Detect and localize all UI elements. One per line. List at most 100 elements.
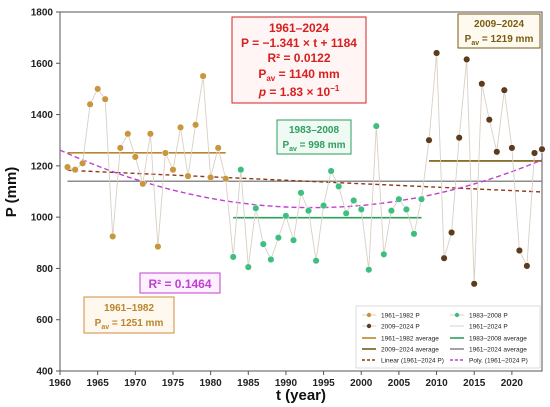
point-1961-1982 [116,144,124,152]
point-1961-1982 [161,149,169,157]
point-1983-2008 [335,182,343,190]
stats-overall-r2: R² = 0.0122 [267,51,330,65]
stats-box-overall: 1961–2024 P = −1.341 × t + 1184 R² = 0.0… [231,16,367,104]
point-1983-2008 [267,255,275,264]
average-lines [67,151,542,219]
point-1983-2008 [244,263,252,271]
legend-label-avg1: 1961–1982 average [381,336,439,343]
stats-1983-pav-sub: av [289,146,297,153]
point-1983-2008 [327,167,335,175]
point-1961-1982 [199,72,207,80]
point-1961-1982 [139,180,147,188]
stats-1961-pav-value: = 1251 mm [109,318,163,329]
legend: 1961–1982 P 1983–2008 P 2009–2024 P 1961… [355,305,541,369]
plot-frame [59,11,543,372]
point-2009-2024 [500,86,508,94]
point-1961-1982 [131,153,139,161]
point-1961-1982 [94,85,102,93]
point-1983-2008 [259,240,267,248]
x-tick-label: 2020 [501,378,524,389]
x-tick-label: 1985 [237,378,260,389]
legend-frame [355,305,541,369]
point-1983-2008 [229,253,237,261]
stats-1961-pav-symbol: P [95,318,102,329]
x-tick-label: 1970 [124,378,147,389]
point-1983-2008 [342,209,350,217]
x-tick-label: 2015 [463,378,486,389]
point-1961-1982 [124,130,132,138]
point-1961-1982 [146,130,154,138]
point-1983-2008 [365,266,373,274]
poly-r2-text: R² = 0.1464 [148,277,211,291]
point-2009-2024 [440,254,448,262]
legend-label-p3: 1983–2008 P [469,313,508,320]
point-1983-2008 [402,205,410,213]
stats-box-1983-frame [276,119,352,155]
stats-overall-p: p = 1.83 × 10−1 [258,84,340,99]
legend-item-avg3: 1983–2008 average [450,336,527,343]
x-tick-label: 1995 [312,378,335,389]
legend-label-linear: Linear (1961–2024 P) [381,358,444,365]
x-tick-label: 1975 [162,378,185,389]
stats-box-1961: 1961–1982 Pav = 1251 mm [83,296,175,334]
stats-overall-pav: Pav = 1140 mm [258,67,339,83]
stats-2009-title: 2009–2024 [474,19,524,30]
stats-1983-pav-symbol: P [282,140,289,151]
stats-1983-pav-value: = 998 mm [297,140,346,151]
point-1961-1982 [207,173,215,181]
stats-1961-pav: Pav = 1251 mm [95,318,164,331]
stats-1961-title: 1961–1982 [104,303,154,314]
point-1983-2008 [372,122,380,130]
legend-item-avgall: 1961–2024 average [450,347,527,354]
x-tick-label: 2010 [425,378,448,389]
point-1983-2008 [297,189,305,197]
y-axis-ticks: 400 600 800 1000 1200 1400 1600 1800 [31,8,60,378]
point-1983-2008 [320,202,328,210]
stats-2009-pav-value: = 1219 mm [479,34,533,45]
poly-r2-box: R² = 0.1464 [139,272,221,294]
point-2009-2024 [478,80,486,88]
stats-overall-pav-value: = 1140 mm [275,67,339,81]
stats-2009-pav-symbol: P [465,34,472,45]
legend-label-avgall: 1961–2024 average [469,347,527,354]
trend-lines [59,149,543,209]
point-2009-2024 [508,144,516,152]
y-tick-label: 1400 [31,110,54,121]
stats-overall-equation: P = −1.341 × t + 1184 [241,36,357,50]
x-tick-label: 2005 [388,378,411,389]
point-1961-1982 [184,172,192,180]
connector-lines [67,52,543,284]
point-1961-1982 [222,175,230,183]
point-1961-1982 [109,232,117,240]
legend-swatch-p1-marker [366,312,372,318]
y-tick-label: 400 [36,367,53,378]
point-1983-2008 [380,250,388,258]
legend-label-p2: 2009–2024 P [381,324,420,331]
point-1961-1982 [192,121,200,129]
legend-item-pall: 1961–2024 P [450,324,508,331]
point-1983-2008 [357,205,365,213]
point-2009-2024 [530,149,539,157]
point-1961-1982 [101,95,109,103]
point-2009-2024 [463,55,471,63]
stats-box-1961-frame [83,296,175,334]
y-tick-label: 800 [36,264,53,275]
point-1961-1982 [79,159,87,167]
point-1961-1982 [176,123,185,131]
series-connector-line [67,52,543,284]
legend-swatch-p2-marker [366,323,372,329]
point-1983-2008 [410,230,418,238]
point-2009-2024 [455,134,463,142]
y-tick-label: 600 [36,315,53,326]
x-tick-label: 1990 [275,378,298,389]
point-2009-2024 [515,246,523,255]
point-2009-2024 [523,262,531,270]
legend-item-avg2: 2009–2024 average [362,347,439,354]
legend-label-avg2: 2009–2024 average [381,347,439,354]
legend-label-avg3: 1983–2008 average [469,336,527,343]
legend-label-poly: Poly. (1961–2024 P) [469,358,528,365]
legend-item-avg1: 1961–1982 average [362,336,439,343]
x-axis-ticks: 1960 1965 1970 1975 1980 1985 1990 1995 2000 2005… [49,371,524,389]
point-1983-2008 [417,195,426,203]
legend-label-pall: 1961–2024 P [469,324,508,331]
